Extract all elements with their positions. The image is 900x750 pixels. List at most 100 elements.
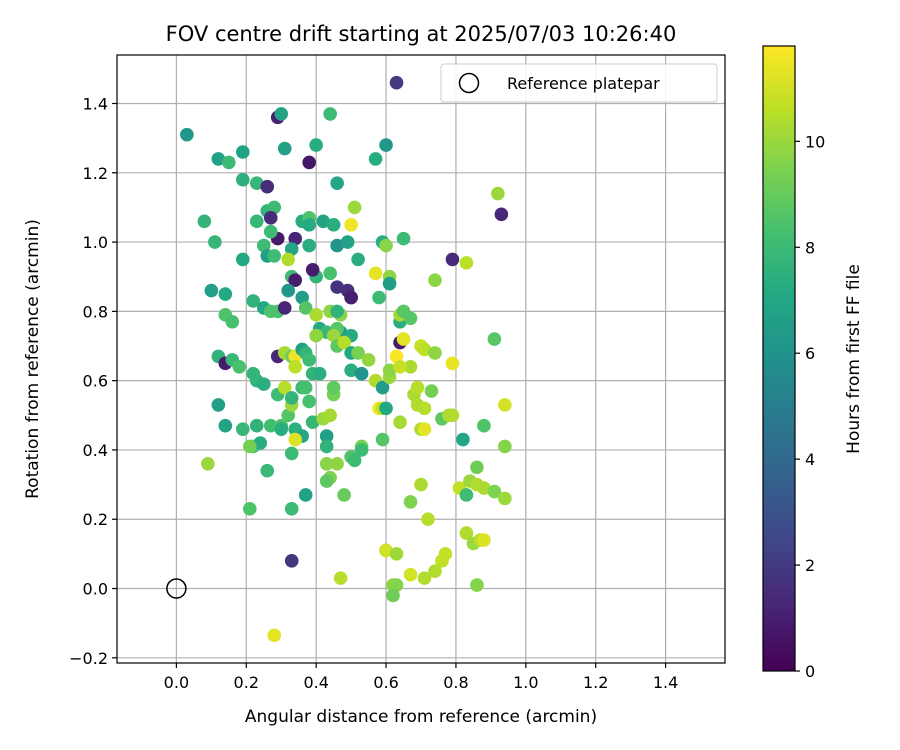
y-tick-label: 0.4 xyxy=(83,441,108,460)
data-point xyxy=(281,283,296,298)
data-point xyxy=(246,294,261,308)
data-point xyxy=(330,304,344,319)
data-point xyxy=(491,186,505,201)
x-axis-label: Angular distance from reference (arcmin) xyxy=(245,707,597,727)
data-point xyxy=(340,235,355,249)
colorbar-tick-label: 10 xyxy=(805,132,825,151)
x-tick-label: 0.4 xyxy=(303,673,328,692)
legend-marker-icon xyxy=(458,72,480,94)
data-point xyxy=(330,176,344,190)
data-point xyxy=(438,547,453,561)
colorbar-tick-label: 6 xyxy=(805,344,815,363)
data-point xyxy=(326,380,341,395)
data-point xyxy=(487,484,502,499)
data-point xyxy=(417,401,432,416)
data-point xyxy=(249,176,264,190)
y-tick-label: 0.0 xyxy=(83,580,108,599)
data-point xyxy=(323,107,337,121)
data-point xyxy=(379,138,393,152)
data-point xyxy=(305,262,320,277)
data-point xyxy=(403,311,418,326)
colorbar-tick-label: 4 xyxy=(805,450,815,469)
data-point xyxy=(498,439,512,454)
data-point xyxy=(263,211,278,225)
x-tick-label: 0.8 xyxy=(443,673,468,692)
data-point xyxy=(354,366,369,381)
data-point xyxy=(305,415,320,430)
data-point xyxy=(302,155,316,170)
data-point xyxy=(298,301,313,315)
y-tick-label: 0.8 xyxy=(83,302,108,321)
data-point xyxy=(302,217,316,232)
data-point xyxy=(470,578,484,592)
data-point xyxy=(344,363,358,378)
data-point xyxy=(267,249,282,263)
data-point xyxy=(256,238,271,253)
data-point xyxy=(375,380,390,395)
data-point xyxy=(284,391,299,405)
data-point xyxy=(235,422,250,436)
colorbar: 0 2 4 6 8 10 Hours from first FF file xyxy=(762,45,864,681)
data-point xyxy=(326,328,341,343)
data-point xyxy=(256,377,271,391)
colorbar-ticks: 0 2 4 6 8 10 xyxy=(795,132,825,681)
data-point xyxy=(389,547,404,561)
data-point xyxy=(235,252,250,267)
data-point xyxy=(382,363,397,378)
x-axis-ticks: 0.0 0.2 0.4 0.6 0.8 1.0 1.2 1.4 xyxy=(164,663,678,692)
data-point xyxy=(330,238,344,253)
data-point xyxy=(445,252,460,267)
data-point xyxy=(375,432,390,447)
data-point xyxy=(180,127,194,142)
reference-platepar-marker xyxy=(166,578,187,599)
colorbar-gradient xyxy=(762,45,796,672)
data-point xyxy=(424,384,439,398)
data-point xyxy=(274,422,289,436)
data-point xyxy=(323,266,337,281)
data-point xyxy=(211,398,226,412)
y-tick-label: 1.0 xyxy=(83,233,108,252)
data-point xyxy=(393,359,407,374)
data-point xyxy=(208,235,222,249)
data-point xyxy=(319,456,334,471)
data-point xyxy=(368,266,383,281)
data-point xyxy=(389,75,404,90)
data-point xyxy=(235,145,250,159)
data-point xyxy=(410,380,425,395)
data-point xyxy=(393,415,407,430)
x-tick-label: 1.4 xyxy=(653,673,678,692)
data-point xyxy=(421,512,435,527)
data-point xyxy=(372,290,386,305)
data-point xyxy=(459,256,474,270)
data-points xyxy=(180,75,512,643)
data-point xyxy=(249,214,264,229)
data-point xyxy=(459,526,474,540)
data-point xyxy=(263,224,278,239)
data-point xyxy=(288,273,303,287)
data-point xyxy=(382,276,397,291)
data-point xyxy=(201,456,215,471)
data-point xyxy=(232,359,247,374)
data-point xyxy=(344,217,358,232)
data-point xyxy=(403,495,418,509)
data-point xyxy=(456,432,470,447)
data-point xyxy=(368,152,383,166)
data-point xyxy=(347,453,362,468)
data-point xyxy=(197,214,212,229)
colorbar-tick-label: 0 xyxy=(805,662,815,681)
data-point xyxy=(417,422,432,436)
data-point xyxy=(403,359,418,374)
data-point xyxy=(494,207,509,222)
data-point xyxy=(277,380,292,395)
legend-entry-label: Reference platepar xyxy=(507,74,660,93)
data-point xyxy=(204,283,219,298)
data-point xyxy=(351,346,365,360)
data-point xyxy=(403,567,418,582)
data-point xyxy=(326,217,341,232)
data-point xyxy=(211,152,226,166)
data-point xyxy=(274,107,289,121)
y-tick-label: 0.2 xyxy=(83,510,108,529)
data-point xyxy=(218,287,233,301)
data-point xyxy=(330,456,344,471)
